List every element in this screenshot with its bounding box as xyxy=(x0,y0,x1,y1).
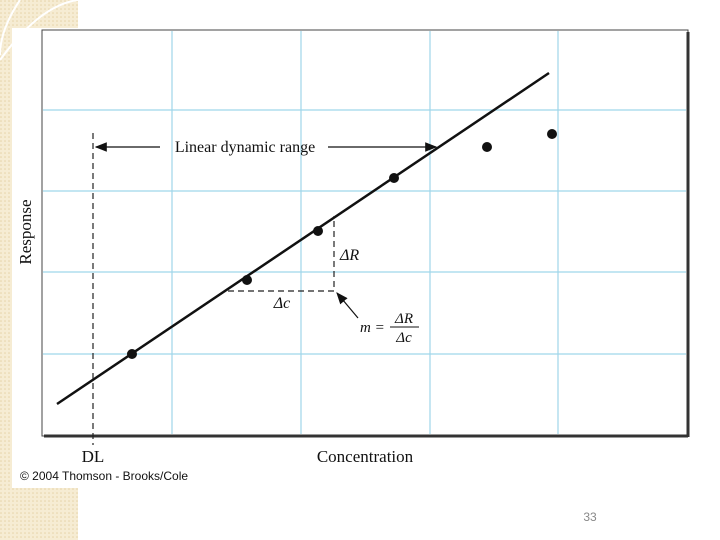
range-label: Linear dynamic range xyxy=(175,139,315,156)
point xyxy=(313,226,323,236)
delta-triangle xyxy=(228,216,335,292)
slope-denominator: Δc xyxy=(395,330,412,346)
dl-label: DL xyxy=(82,447,105,466)
page-number: 33 xyxy=(583,510,597,524)
point xyxy=(389,173,399,183)
plot-frame xyxy=(41,29,689,437)
delta-c: Δc xyxy=(273,295,291,312)
point xyxy=(547,129,557,139)
slope-numerator: ΔR xyxy=(394,311,413,327)
point xyxy=(482,142,492,152)
points xyxy=(127,129,557,359)
slope-lhs: m = xyxy=(360,320,385,336)
credit: © 2004 Thomson - Brooks/Cole xyxy=(20,469,188,483)
calibration-line xyxy=(56,71,550,406)
x-axis-label: Concentration xyxy=(317,447,414,466)
y-axis-label: Response xyxy=(16,199,35,264)
delta-r: ΔR xyxy=(339,247,359,264)
point xyxy=(242,275,252,285)
slope-arrow xyxy=(336,292,359,319)
decor-curve xyxy=(0,0,79,61)
grid xyxy=(43,31,686,434)
point xyxy=(127,349,137,359)
